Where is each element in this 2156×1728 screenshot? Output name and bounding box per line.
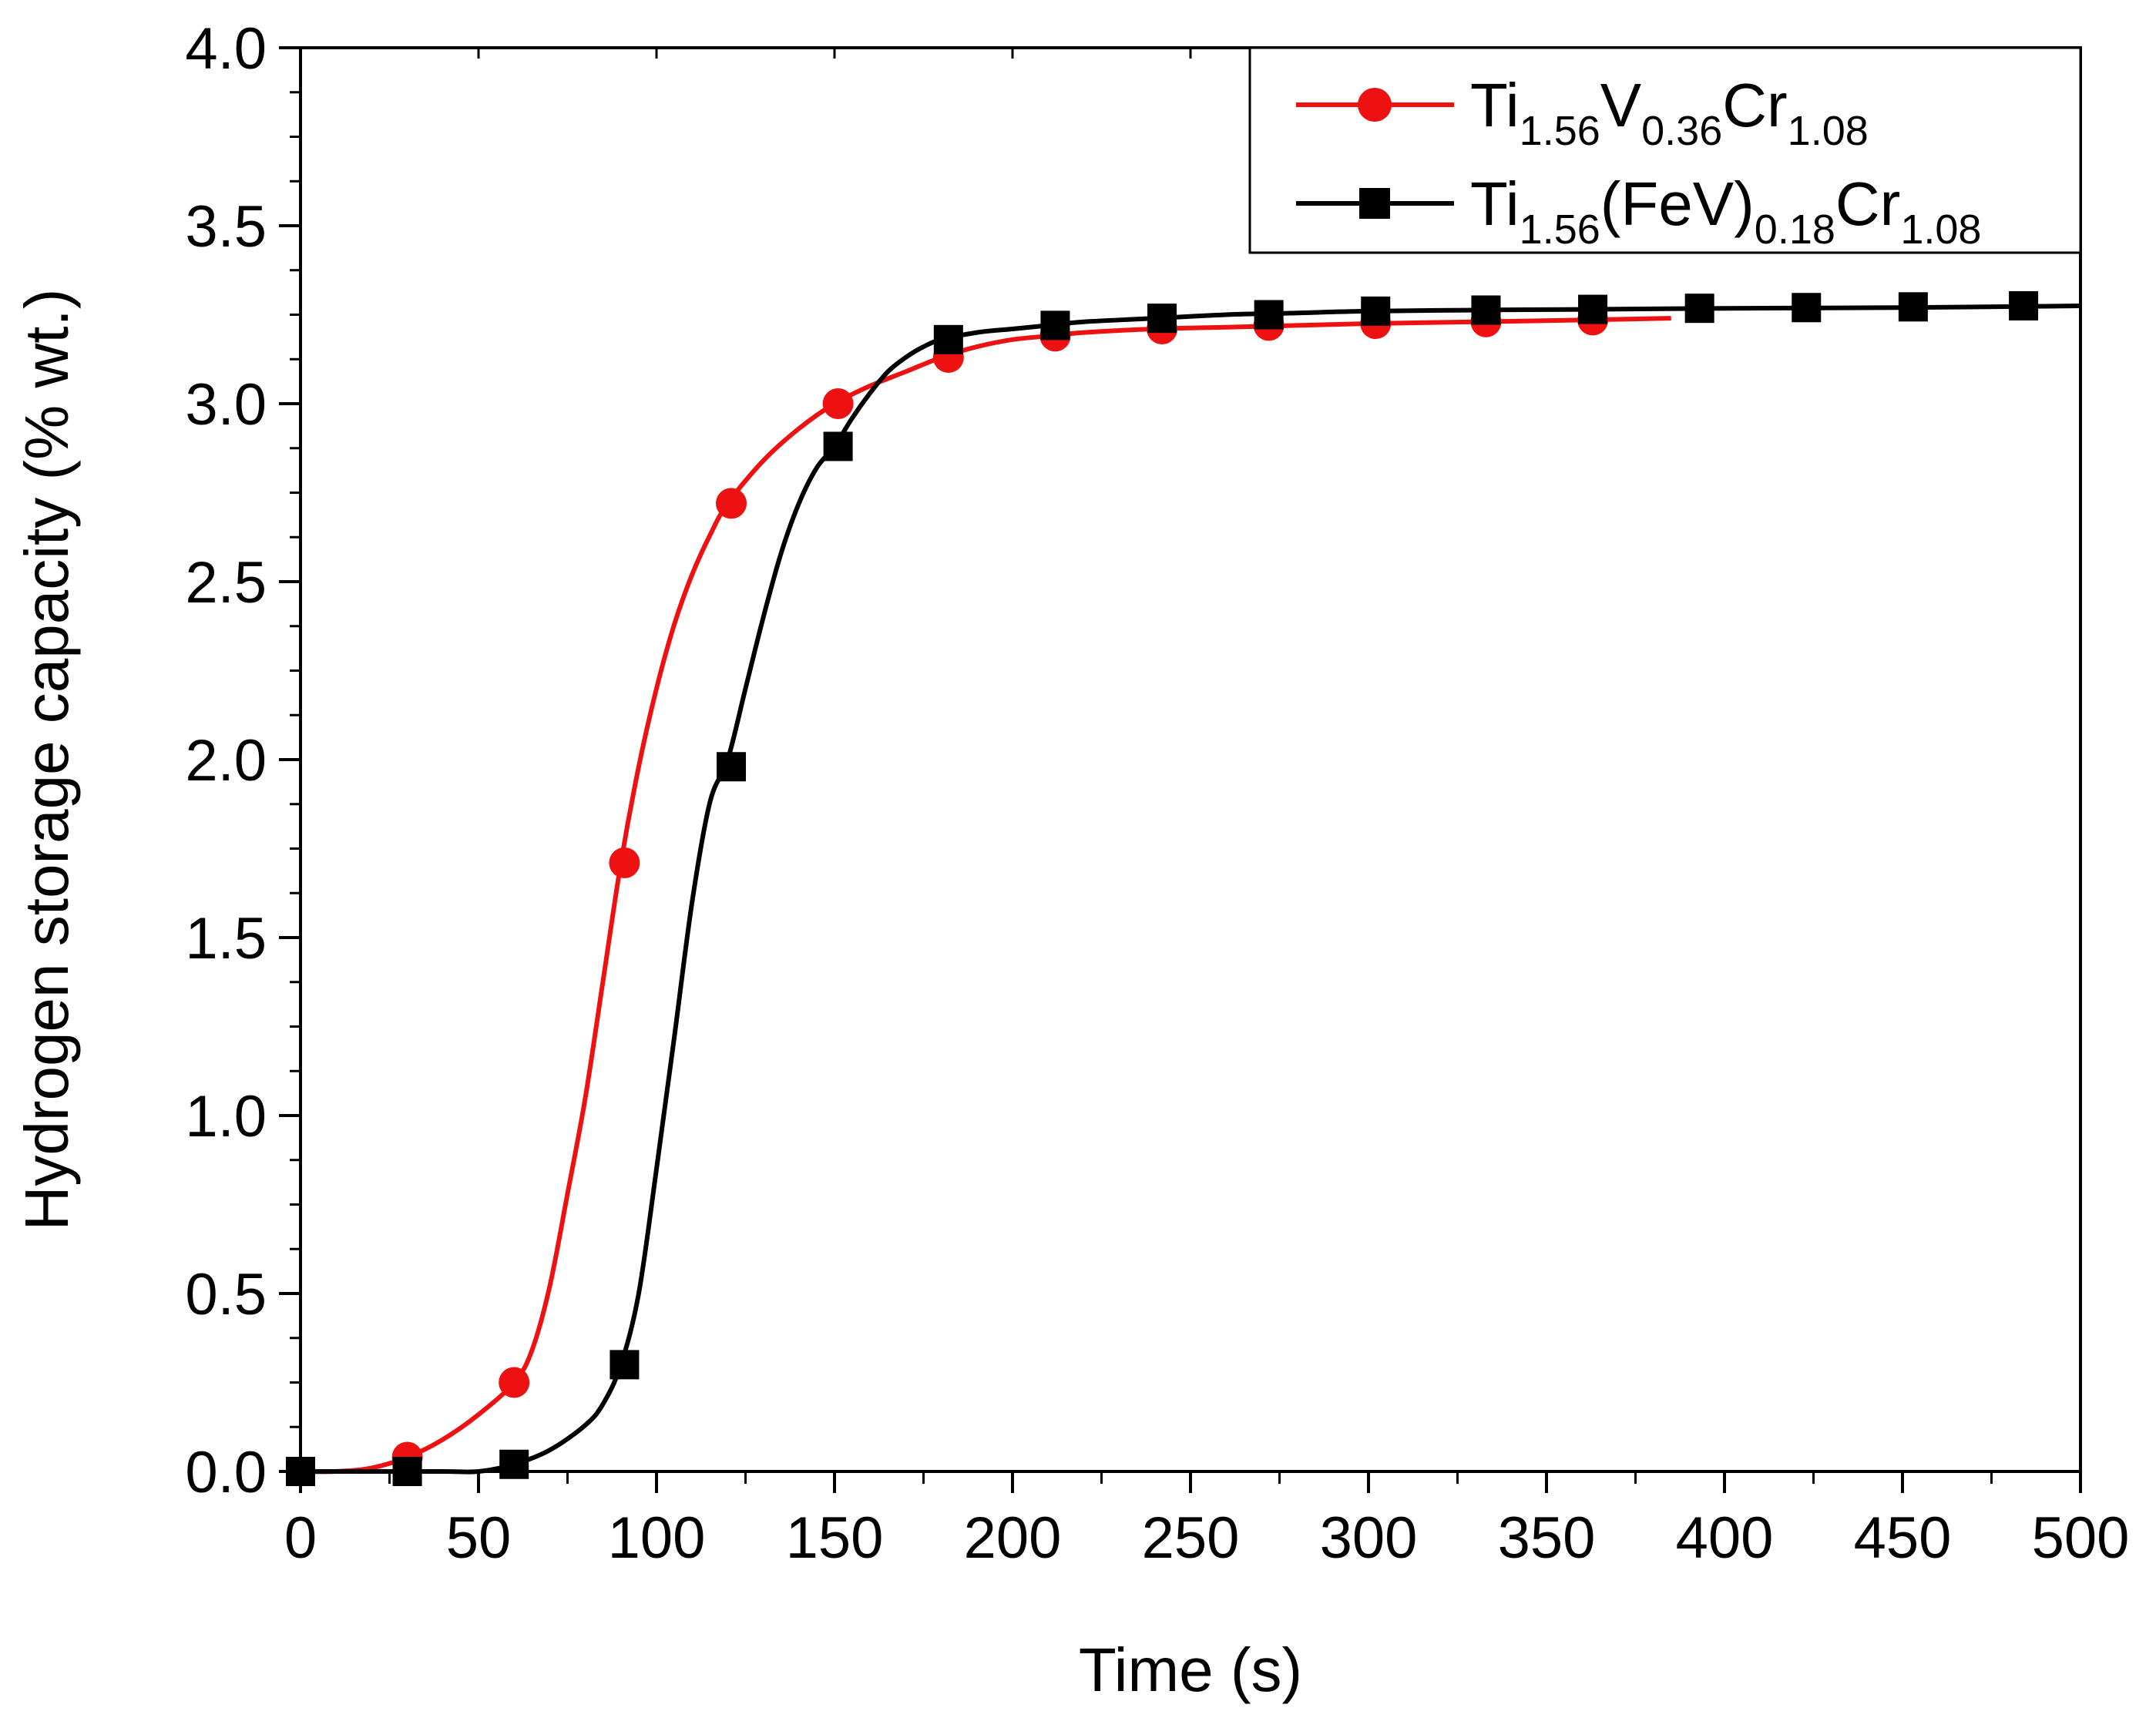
series-2-point xyxy=(1578,294,1608,324)
series-2-point xyxy=(823,431,853,461)
legend-subscript: 1.56 xyxy=(1520,108,1600,154)
legend-text-part: Cr xyxy=(1722,71,1787,139)
legend-subscript: 0.18 xyxy=(1755,206,1835,253)
series-2-point xyxy=(1254,300,1284,330)
series-2-point xyxy=(1792,293,1822,323)
legend-subscript: 1.08 xyxy=(1788,108,1869,154)
x-tick-label: 100 xyxy=(608,1505,706,1571)
y-tick-label: 4.0 xyxy=(185,16,267,82)
series-2-point xyxy=(1684,294,1714,324)
y-tick-label: 3.0 xyxy=(185,372,267,438)
legend-label-series-1: Ti1.56V0.36Cr1.08 xyxy=(1470,71,1869,154)
legend-text-part: Ti xyxy=(1470,169,1520,238)
series-2-point xyxy=(2009,290,2039,320)
y-tick-label: 0.0 xyxy=(185,1440,267,1505)
series-1-line xyxy=(300,316,1671,1475)
x-tick-label: 500 xyxy=(2032,1505,2130,1571)
x-tick-label: 350 xyxy=(1498,1505,1596,1571)
x-tick-label: 300 xyxy=(1320,1505,1418,1571)
series-2-point xyxy=(1040,310,1070,341)
legend-text-part: Cr xyxy=(1835,169,1900,238)
series-1-point xyxy=(716,488,747,519)
legend-text-part: Ti xyxy=(1470,71,1520,139)
legend-text-part: (FeV) xyxy=(1600,169,1755,238)
y-tick-label: 3.5 xyxy=(185,194,267,260)
y-tick-label: 0.5 xyxy=(185,1262,267,1327)
tick-labels-layer: 0 50 100 150 200 250 300 350 400 450 500 0.0 0.5 1.0 1… xyxy=(185,16,2129,1571)
x-tick-label: 50 xyxy=(446,1505,512,1571)
y-tick-label: 2.0 xyxy=(185,728,267,794)
legend-subscript: 0.36 xyxy=(1641,108,1722,154)
legend-subscript: 1.08 xyxy=(1900,206,1981,253)
series-2-point xyxy=(1147,304,1177,334)
y-tick-label: 1.5 xyxy=(185,906,267,971)
legend-text-part: V xyxy=(1600,71,1642,139)
x-tick-label: 250 xyxy=(1142,1505,1240,1571)
x-tick-label: 400 xyxy=(1676,1505,1774,1571)
x-tick-label: 200 xyxy=(964,1505,1062,1571)
x-axis-title: Time (s) xyxy=(1079,1636,1302,1704)
y-tick-label: 2.5 xyxy=(185,550,267,616)
series-2-point xyxy=(1898,292,1928,322)
y-tick-label: 1.0 xyxy=(185,1084,267,1149)
series-1-point xyxy=(822,388,854,419)
x-tick-label: 450 xyxy=(1854,1505,1952,1571)
series-2-point xyxy=(1471,295,1501,325)
x-tick-label: 0 xyxy=(284,1505,317,1571)
y-axis-title: Hydrogen storage capacity (% wt.) xyxy=(12,289,81,1231)
series-2-point xyxy=(610,1350,640,1380)
x-tick-label: 150 xyxy=(786,1505,884,1571)
legend-marker-square xyxy=(1359,188,1390,219)
legend-marker-circle xyxy=(1358,88,1392,122)
series-2-point xyxy=(1361,296,1391,326)
series-2-point xyxy=(933,324,963,354)
series-1-point xyxy=(499,1367,530,1398)
series-2-point xyxy=(499,1449,529,1479)
legend-label-series-2: Ti1.56(FeV)0.18Cr1.08 xyxy=(1470,169,1981,253)
legend-subscript: 1.56 xyxy=(1520,206,1600,253)
legend: Ti1.56V0.36Cr1.08 Ti1.56(FeV)0.18Cr1.08 xyxy=(1248,46,2082,254)
series-1-point xyxy=(609,847,640,878)
markers-layer xyxy=(286,290,2039,1486)
series-2-point xyxy=(717,752,747,782)
